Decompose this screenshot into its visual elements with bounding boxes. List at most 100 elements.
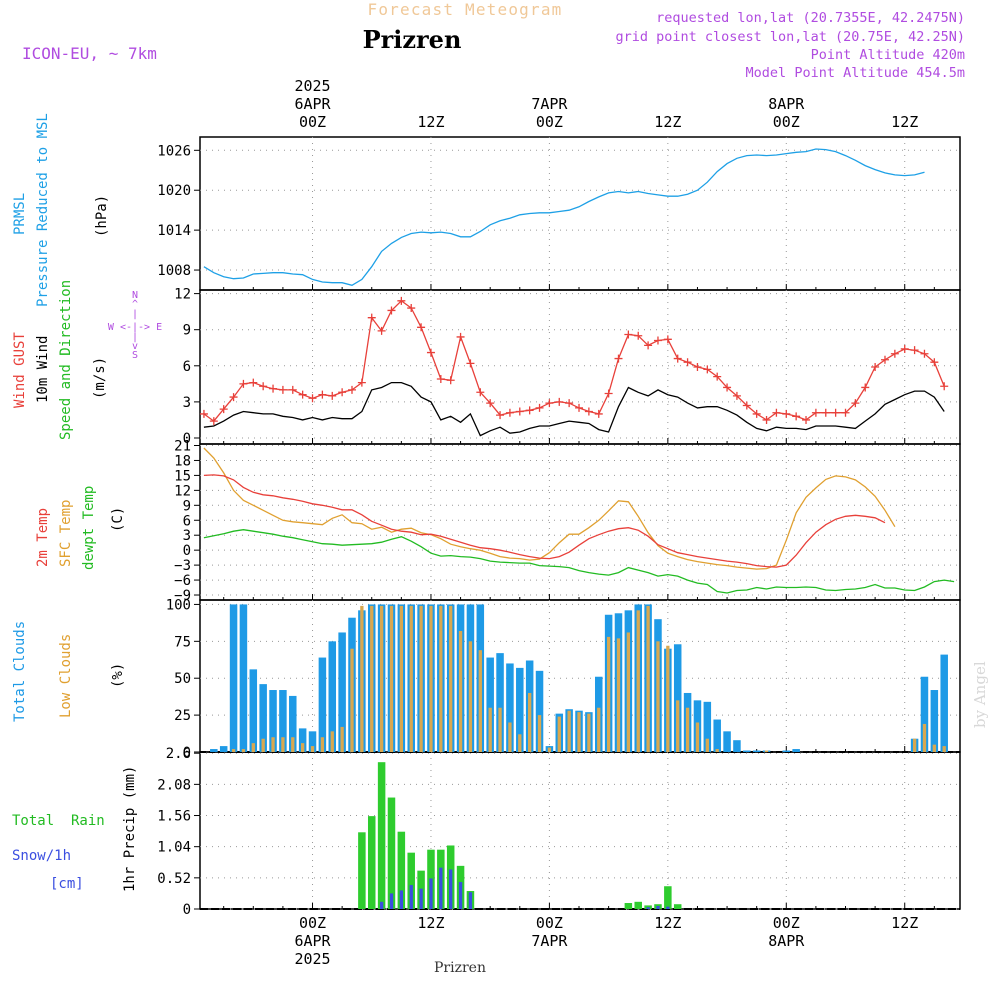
low-cloud-bar: [488, 707, 492, 752]
panel-frame: [199, 289, 961, 445]
time-label-top: 8APR: [768, 95, 805, 113]
snow-label: Snow/1h: [12, 848, 71, 864]
y-tick-label: 12: [174, 287, 191, 303]
gust-marker: [604, 389, 613, 398]
info-line: grid point closest lon,lat (20.75E, 42.2…: [616, 29, 966, 45]
low-cloud-bar: [942, 746, 946, 752]
snow-bar: [389, 893, 394, 909]
rain-bar: [407, 852, 415, 909]
total-cloud-bar: [308, 731, 317, 752]
gust-marker: [357, 378, 366, 387]
gust-marker: [199, 409, 208, 418]
low-cloud-bar: [597, 707, 601, 752]
low-cloud-bar: [271, 737, 275, 752]
time-label-top: 12Z: [417, 113, 444, 131]
gust-marker: [209, 417, 218, 426]
low-cloud-bar: [705, 738, 709, 752]
footer-label: Prizren: [434, 960, 486, 976]
gust-marker: [338, 388, 347, 397]
low-cloud-bar: [616, 638, 621, 752]
time-label-bottom: 00Z: [773, 914, 800, 932]
compass-arrow: |: [132, 309, 138, 320]
low-cloud-bar: [251, 743, 255, 752]
pressure-label: PRMSL: [12, 193, 28, 235]
gust-marker: [683, 358, 692, 367]
time-label-top: 6APR: [294, 95, 331, 113]
total-cloud-bar: [496, 653, 504, 752]
gust-marker: [288, 385, 297, 394]
low-cloud-bar: [320, 737, 325, 752]
low-cloud-bar: [241, 749, 246, 752]
y-tick-label: 6: [183, 359, 191, 375]
gust-marker: [308, 394, 317, 403]
wind-gust-line: [203, 299, 945, 422]
time-label-top: 7APR: [531, 95, 568, 113]
y-tick-label: 15: [174, 468, 191, 484]
gust-marker: [910, 346, 919, 355]
info-line: Point Altitude 420m: [811, 47, 965, 63]
rain-bar: [673, 904, 682, 909]
total-cloud-bar: [219, 746, 228, 752]
gust-marker: [713, 372, 722, 381]
gust-marker: [575, 403, 584, 412]
gust-marker: [328, 391, 337, 400]
gust-marker: [555, 397, 564, 406]
low-cloud-bar: [300, 743, 305, 752]
time-label-bottom: 7APR: [531, 932, 568, 950]
clouds-unit: (%): [110, 663, 126, 688]
y-tick-label: 100: [166, 597, 191, 613]
time-label-bottom: 12Z: [417, 914, 444, 932]
rain-bar: [358, 832, 366, 909]
gust-marker: [417, 323, 426, 332]
temp-sfc-label: SFC Temp: [58, 500, 74, 567]
total-cloud-bar: [792, 749, 800, 752]
gust-marker: [219, 405, 228, 414]
snow-bar: [666, 906, 670, 909]
pressure-line: [203, 148, 925, 286]
gust-marker: [644, 341, 653, 350]
rain-bar: [624, 903, 633, 909]
gust-marker: [397, 296, 406, 305]
low-cloud-bar: [676, 700, 680, 752]
wind-10m-label: 10m Wind: [35, 336, 51, 403]
low-cloud-bar: [606, 636, 611, 752]
snow-bar: [429, 878, 433, 909]
y-tick-label: 0: [183, 431, 191, 447]
total-cloud-bar: [516, 667, 524, 752]
gust-marker: [259, 382, 268, 391]
gust-marker: [505, 408, 514, 417]
low-cloud-bar: [291, 737, 295, 752]
y-tick-label: 0: [183, 543, 191, 559]
low-cloud-bar: [449, 605, 453, 752]
gust-marker: [426, 348, 435, 357]
wind-speed-line: [203, 381, 945, 437]
total-cloud-bar: [723, 731, 731, 752]
y-tick-label: 1.04: [157, 840, 191, 856]
y-tick-label: 0: [183, 745, 191, 761]
total-cloud-bar: [249, 669, 258, 752]
total-cloud-bar: [752, 750, 761, 752]
gust-marker: [900, 344, 909, 353]
model-label: ICON-EU, ~ 7km: [22, 44, 157, 63]
low-cloud-bar: [656, 641, 660, 752]
time-label-top: 00Z: [299, 113, 326, 131]
gust-marker: [387, 306, 396, 315]
compass-we-label: W <-|-> E: [108, 322, 162, 333]
gust-marker: [663, 335, 672, 344]
gust-marker: [249, 378, 258, 387]
gust-marker: [890, 349, 899, 358]
gust-marker: [792, 412, 801, 421]
low-cloud-bar: [685, 707, 690, 752]
snow-bar: [458, 882, 463, 909]
total-cloud-bar: [229, 604, 238, 752]
low-cloud-bar: [360, 605, 364, 752]
snow-bar: [399, 890, 404, 909]
low-cloud-bar: [912, 738, 917, 752]
low-cloud-bar: [922, 723, 927, 752]
gust-marker: [496, 411, 505, 420]
y-tick-label: 9: [183, 498, 191, 514]
low-cloud-bar: [379, 605, 384, 752]
y-tick-label: −6: [174, 573, 191, 589]
time-label-bottom: 12Z: [891, 914, 918, 932]
low-cloud-bar: [764, 750, 769, 752]
